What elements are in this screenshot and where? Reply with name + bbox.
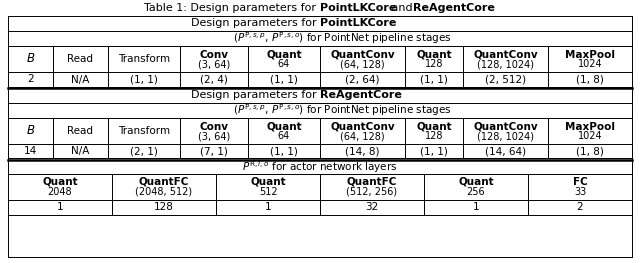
Text: QuantConv: QuantConv: [473, 50, 538, 60]
Text: QuantFC: QuantFC: [139, 177, 189, 187]
Text: PointLKCore: PointLKCore: [320, 18, 396, 28]
Text: N/A: N/A: [71, 74, 90, 84]
Text: (2, 512): (2, 512): [485, 74, 526, 84]
Text: 2: 2: [27, 74, 34, 84]
Text: (64, 128): (64, 128): [340, 59, 385, 69]
Text: (1, 1): (1, 1): [270, 74, 298, 84]
Text: Transform: Transform: [118, 126, 170, 136]
Text: (14, 64): (14, 64): [485, 146, 526, 156]
Text: PointLKCore: PointLKCore: [320, 3, 396, 13]
Text: Quant: Quant: [266, 50, 302, 60]
Text: 128: 128: [425, 131, 444, 141]
Text: 1024: 1024: [578, 59, 602, 69]
Text: $(P^{\mathrm{P},s,p},\,P^{\mathrm{P},s,o})$ for PointNet pipeline stages: $(P^{\mathrm{P},s,p},\,P^{\mathrm{P},s,o…: [233, 31, 452, 46]
Text: (1, 8): (1, 8): [576, 74, 604, 84]
Text: (3, 64): (3, 64): [198, 59, 230, 69]
Text: (1, 1): (1, 1): [420, 146, 448, 156]
Text: 14: 14: [24, 146, 37, 156]
Text: 128: 128: [425, 59, 444, 69]
Text: (128, 1024): (128, 1024): [477, 131, 534, 141]
Text: QuantConv: QuantConv: [330, 50, 395, 60]
Text: Read: Read: [67, 126, 93, 136]
Text: 33: 33: [574, 187, 586, 197]
Text: 512: 512: [259, 187, 277, 197]
Text: Transform: Transform: [118, 54, 170, 64]
Text: MaxPool: MaxPool: [565, 50, 615, 60]
Text: 32: 32: [365, 203, 379, 213]
Text: and: and: [388, 3, 416, 13]
Text: Quant: Quant: [458, 177, 494, 187]
Text: ReAgentCore: ReAgentCore: [320, 90, 402, 100]
Text: Conv: Conv: [200, 50, 228, 60]
Text: (1, 1): (1, 1): [270, 146, 298, 156]
Text: (3, 64): (3, 64): [198, 131, 230, 141]
Text: Quant: Quant: [250, 177, 286, 187]
Text: Quant: Quant: [266, 122, 302, 132]
Text: Quant: Quant: [416, 122, 452, 132]
Text: ReAgentCore: ReAgentCore: [413, 3, 495, 13]
Text: 64: 64: [278, 131, 290, 141]
Text: QuantConv: QuantConv: [330, 122, 395, 132]
Text: $B$: $B$: [26, 53, 35, 65]
Text: Design parameters for: Design parameters for: [191, 18, 320, 28]
Text: 1: 1: [57, 203, 63, 213]
Text: $P^{\mathrm{R},l,o}$ for actor network layers: $P^{\mathrm{R},l,o}$ for actor network l…: [242, 159, 398, 175]
Text: (1, 8): (1, 8): [576, 146, 604, 156]
Text: Quant: Quant: [42, 177, 78, 187]
Text: 2048: 2048: [48, 187, 72, 197]
Text: Conv: Conv: [200, 122, 228, 132]
Text: (2, 4): (2, 4): [200, 74, 228, 84]
Text: 64: 64: [278, 59, 290, 69]
Text: Read: Read: [67, 54, 93, 64]
Text: MaxPool: MaxPool: [565, 122, 615, 132]
Text: FC: FC: [573, 177, 588, 187]
Text: QuantConv: QuantConv: [473, 122, 538, 132]
Text: (2, 1): (2, 1): [130, 146, 158, 156]
Text: Design parameters for: Design parameters for: [191, 90, 320, 100]
Text: 128: 128: [154, 203, 174, 213]
Text: (1, 1): (1, 1): [420, 74, 448, 84]
Text: Table 1: Design parameters for: Table 1: Design parameters for: [145, 3, 320, 13]
Text: Quant: Quant: [416, 50, 452, 60]
Text: 1: 1: [473, 203, 479, 213]
Text: (2, 64): (2, 64): [345, 74, 380, 84]
Text: (14, 8): (14, 8): [345, 146, 380, 156]
Text: $B$: $B$: [26, 124, 35, 138]
Text: (7, 1): (7, 1): [200, 146, 228, 156]
Text: 1024: 1024: [578, 131, 602, 141]
Text: 1: 1: [265, 203, 271, 213]
Text: (2048, 512): (2048, 512): [136, 187, 193, 197]
Text: N/A: N/A: [71, 146, 90, 156]
Text: $(P^{\mathrm{P},s,p},\,P^{\mathrm{P},s,o})$ for PointNet pipeline stages: $(P^{\mathrm{P},s,p},\,P^{\mathrm{P},s,o…: [233, 103, 452, 118]
Text: QuantFC: QuantFC: [347, 177, 397, 187]
Text: (1, 1): (1, 1): [130, 74, 158, 84]
Text: (512, 256): (512, 256): [346, 187, 397, 197]
Text: (64, 128): (64, 128): [340, 131, 385, 141]
Text: 2: 2: [577, 203, 583, 213]
Text: (128, 1024): (128, 1024): [477, 59, 534, 69]
Text: 256: 256: [467, 187, 485, 197]
